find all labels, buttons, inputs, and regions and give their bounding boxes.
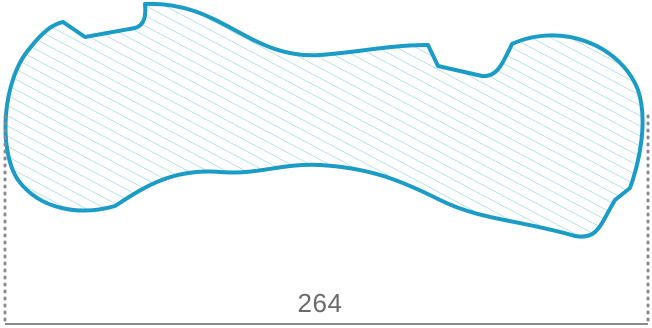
blob-shape xyxy=(3,1,645,239)
width-measurement-label: 264 xyxy=(298,288,343,318)
